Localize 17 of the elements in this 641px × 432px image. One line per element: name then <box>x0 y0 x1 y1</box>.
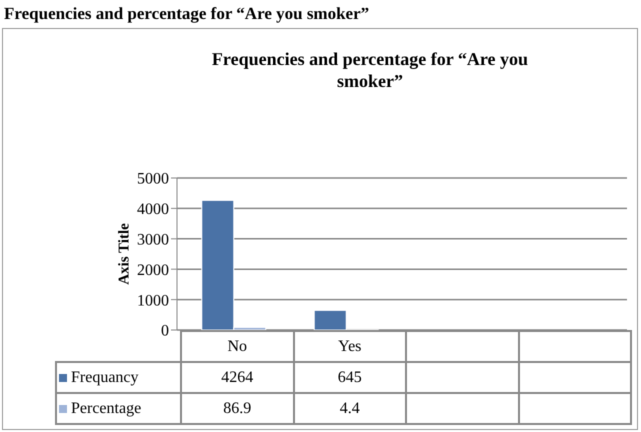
y-tick-label: 4000 <box>137 201 169 218</box>
y-tick-label: 2000 <box>137 262 169 279</box>
x-tick-label: No <box>181 331 294 362</box>
data-label: 4.4 <box>294 393 406 424</box>
y-tick-label: 5000 <box>137 170 169 188</box>
data-label: 645 <box>294 362 406 393</box>
x-tick-label: Yes <box>294 331 406 362</box>
legend-label: Percentage <box>56 393 181 424</box>
y-tick-label: 1000 <box>137 292 169 310</box>
chart-title: Frequencies and percentage for “Are you smoker” <box>210 48 530 92</box>
legend-label: Frequancy <box>56 362 181 393</box>
y-tick-label: 0 <box>161 322 169 340</box>
data-label: 86.9 <box>181 393 294 424</box>
text: Frequencies and percentage for “Are you smoker” <box>4 4 370 24</box>
y-tick-label: 3000 <box>137 231 169 248</box>
data-label: 4264 <box>181 362 294 393</box>
y-axis-title: Axis Title <box>116 223 134 285</box>
